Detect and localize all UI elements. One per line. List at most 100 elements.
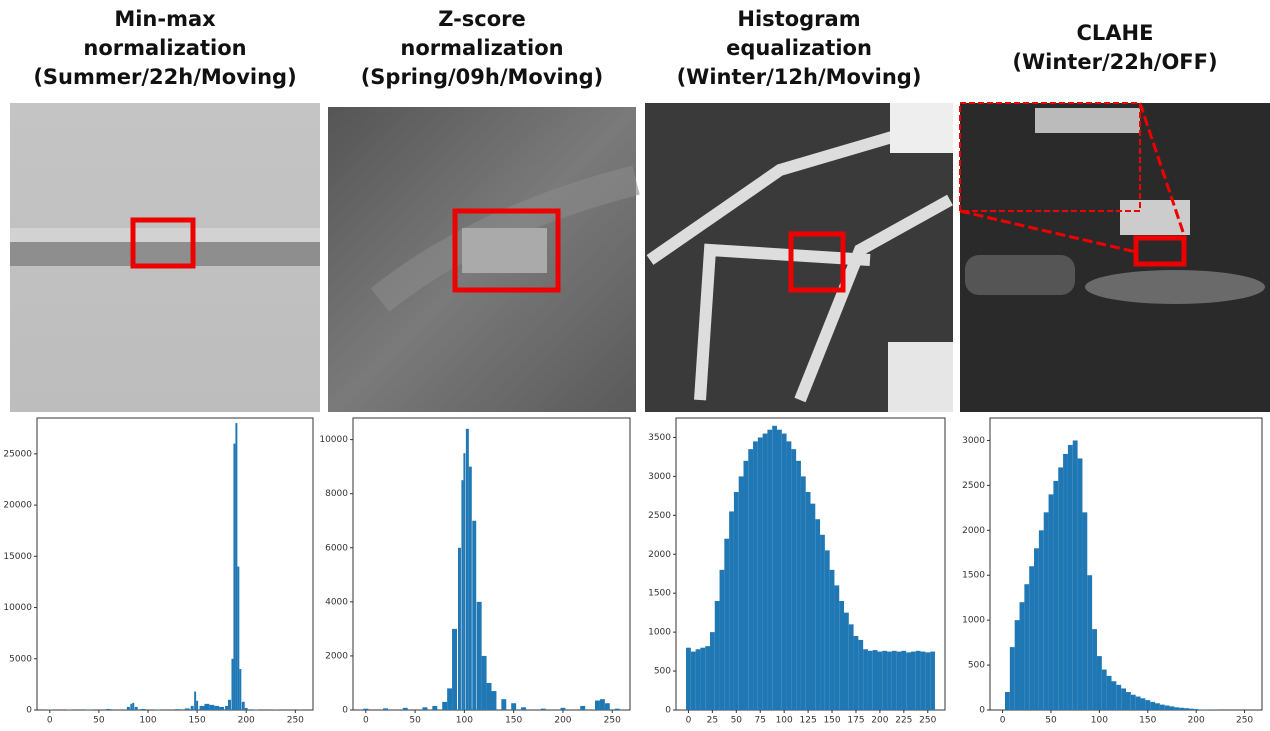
bar bbox=[1029, 566, 1035, 710]
bar bbox=[882, 650, 888, 710]
plot-frame bbox=[352, 417, 631, 711]
bar bbox=[1096, 656, 1102, 710]
bar bbox=[757, 437, 763, 710]
bar bbox=[906, 652, 912, 710]
bar bbox=[468, 466, 472, 710]
bar bbox=[1184, 708, 1189, 710]
y-tick-label: 2500 bbox=[648, 511, 671, 521]
x-tick-label: 150 bbox=[1139, 716, 1156, 726]
bar bbox=[1164, 705, 1170, 710]
x-tick-label: 0 bbox=[363, 716, 369, 726]
bar bbox=[130, 703, 133, 710]
bar bbox=[214, 705, 220, 710]
bar bbox=[1135, 696, 1141, 710]
bar bbox=[719, 569, 725, 710]
bar bbox=[887, 651, 892, 710]
bar bbox=[253, 709, 259, 710]
bar bbox=[714, 600, 720, 710]
bar bbox=[858, 639, 864, 710]
bar bbox=[126, 706, 130, 710]
y-tick-label: 1000 bbox=[648, 628, 671, 638]
y-tick-label: 8000 bbox=[325, 489, 348, 499]
bar bbox=[241, 701, 245, 710]
y-tick-label: 3000 bbox=[962, 436, 985, 446]
bar bbox=[700, 647, 706, 710]
x-tick-label: 100 bbox=[456, 716, 473, 726]
bar bbox=[233, 443, 236, 710]
x-tick-label: 100 bbox=[1091, 716, 1108, 726]
bar bbox=[743, 460, 749, 710]
bar bbox=[1145, 700, 1151, 710]
x-tick-label: 50 bbox=[1045, 716, 1057, 726]
y-tick-label: 2500 bbox=[962, 481, 985, 491]
bar bbox=[1188, 708, 1194, 710]
bar bbox=[767, 429, 773, 710]
bar bbox=[199, 705, 205, 710]
y-tick-label: 0 bbox=[665, 706, 671, 716]
bar bbox=[244, 707, 248, 710]
bar bbox=[491, 691, 497, 710]
y-tick-label: 2000 bbox=[962, 526, 985, 536]
x-tick-label: 250 bbox=[1236, 716, 1253, 726]
bar bbox=[155, 709, 161, 710]
bar bbox=[204, 703, 210, 710]
bar bbox=[66, 709, 72, 710]
bar bbox=[604, 703, 610, 710]
bar bbox=[595, 700, 600, 710]
panel-title: Min-max bbox=[114, 7, 216, 31]
panel-title: Histogram bbox=[737, 7, 860, 31]
bar bbox=[1082, 512, 1088, 710]
bar bbox=[911, 651, 916, 710]
bar bbox=[1014, 620, 1020, 710]
x-tick-label: 200 bbox=[554, 716, 571, 726]
x-tick-label: 50 bbox=[93, 716, 105, 726]
bar bbox=[599, 699, 605, 710]
bar bbox=[920, 651, 926, 710]
bar bbox=[1174, 707, 1180, 710]
panel-title: (Winter/12h/Moving) bbox=[677, 65, 922, 89]
y-tick-label: 4000 bbox=[325, 597, 348, 607]
y-tick-label: 3000 bbox=[648, 472, 671, 482]
x-tick-label: 125 bbox=[800, 716, 817, 726]
y-tick-label: 3500 bbox=[648, 433, 671, 443]
bar bbox=[442, 701, 448, 710]
x-tick-label: 25 bbox=[707, 716, 718, 726]
bar bbox=[1193, 709, 1199, 710]
bar bbox=[1048, 494, 1054, 710]
image-3 bbox=[645, 103, 953, 412]
bar bbox=[772, 425, 777, 710]
bar bbox=[1179, 707, 1185, 710]
bar bbox=[1053, 480, 1059, 710]
bar bbox=[1111, 681, 1117, 710]
bar bbox=[729, 511, 734, 710]
bar bbox=[915, 650, 921, 710]
bar bbox=[1126, 692, 1131, 710]
bar bbox=[1043, 512, 1049, 710]
bar bbox=[457, 547, 461, 710]
bar bbox=[235, 423, 238, 710]
bar bbox=[1009, 647, 1015, 710]
x-tick-label: 200 bbox=[871, 716, 888, 726]
bar bbox=[891, 650, 897, 710]
panel-title: (Winter/22h/OFF) bbox=[1012, 50, 1217, 74]
bar bbox=[1092, 629, 1097, 710]
x-tick-label: 0 bbox=[47, 716, 53, 726]
bar bbox=[237, 566, 240, 710]
bar bbox=[863, 649, 868, 710]
bar bbox=[925, 652, 931, 710]
bar bbox=[231, 658, 234, 710]
panel-title: Z-score bbox=[438, 7, 526, 31]
bar bbox=[834, 585, 840, 710]
x-tick-label: 150 bbox=[505, 716, 522, 726]
bar bbox=[810, 503, 816, 710]
x-tick-label: 100 bbox=[139, 716, 156, 726]
bar bbox=[132, 702, 135, 710]
x-tick-label: 0 bbox=[686, 716, 692, 726]
bar bbox=[815, 519, 821, 710]
y-tick-label: 0 bbox=[342, 706, 348, 716]
y-tick-label: 25000 bbox=[3, 449, 32, 459]
y-tick-label: 0 bbox=[26, 706, 32, 716]
y-tick-label: 1500 bbox=[648, 589, 671, 599]
bar bbox=[901, 650, 907, 710]
bar bbox=[1087, 575, 1093, 710]
